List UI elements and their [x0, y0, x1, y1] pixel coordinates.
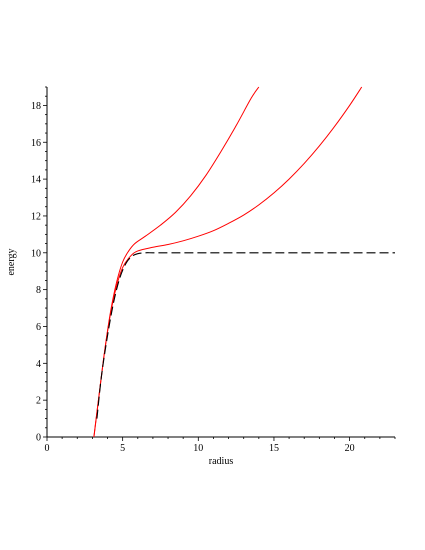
y-tick-label: 4 [36, 359, 41, 370]
y-axis: 0 2 4 6 8 10 12 14 16 18 [31, 86, 48, 444]
y-tick-label: 10 [31, 248, 41, 259]
x-tick-label: 0 [45, 443, 50, 454]
x-axis: 0 5 10 15 20 [45, 436, 396, 454]
y-tick-label: 14 [31, 175, 41, 186]
series-line-2 [93, 86, 363, 438]
series-line-1 [93, 86, 260, 438]
series-line-3 [96, 252, 395, 419]
x-axis-label: radius [209, 456, 234, 467]
x-tick-label: 20 [345, 443, 355, 454]
y-tick-label: 12 [31, 211, 41, 222]
y-tick-label: 16 [31, 138, 41, 149]
y-tick-label: 18 [31, 101, 41, 112]
y-tick-label: 8 [36, 285, 41, 296]
x-tick-label: 10 [193, 443, 203, 454]
y-tick-label: 0 [36, 433, 41, 444]
x-tick-label: 5 [120, 443, 125, 454]
x-tick-label: 15 [269, 443, 279, 454]
series-layer [93, 86, 395, 438]
y-tick-label: 6 [36, 322, 41, 333]
y-axis-label: energy [6, 248, 17, 275]
y-tick-label: 2 [36, 396, 41, 407]
